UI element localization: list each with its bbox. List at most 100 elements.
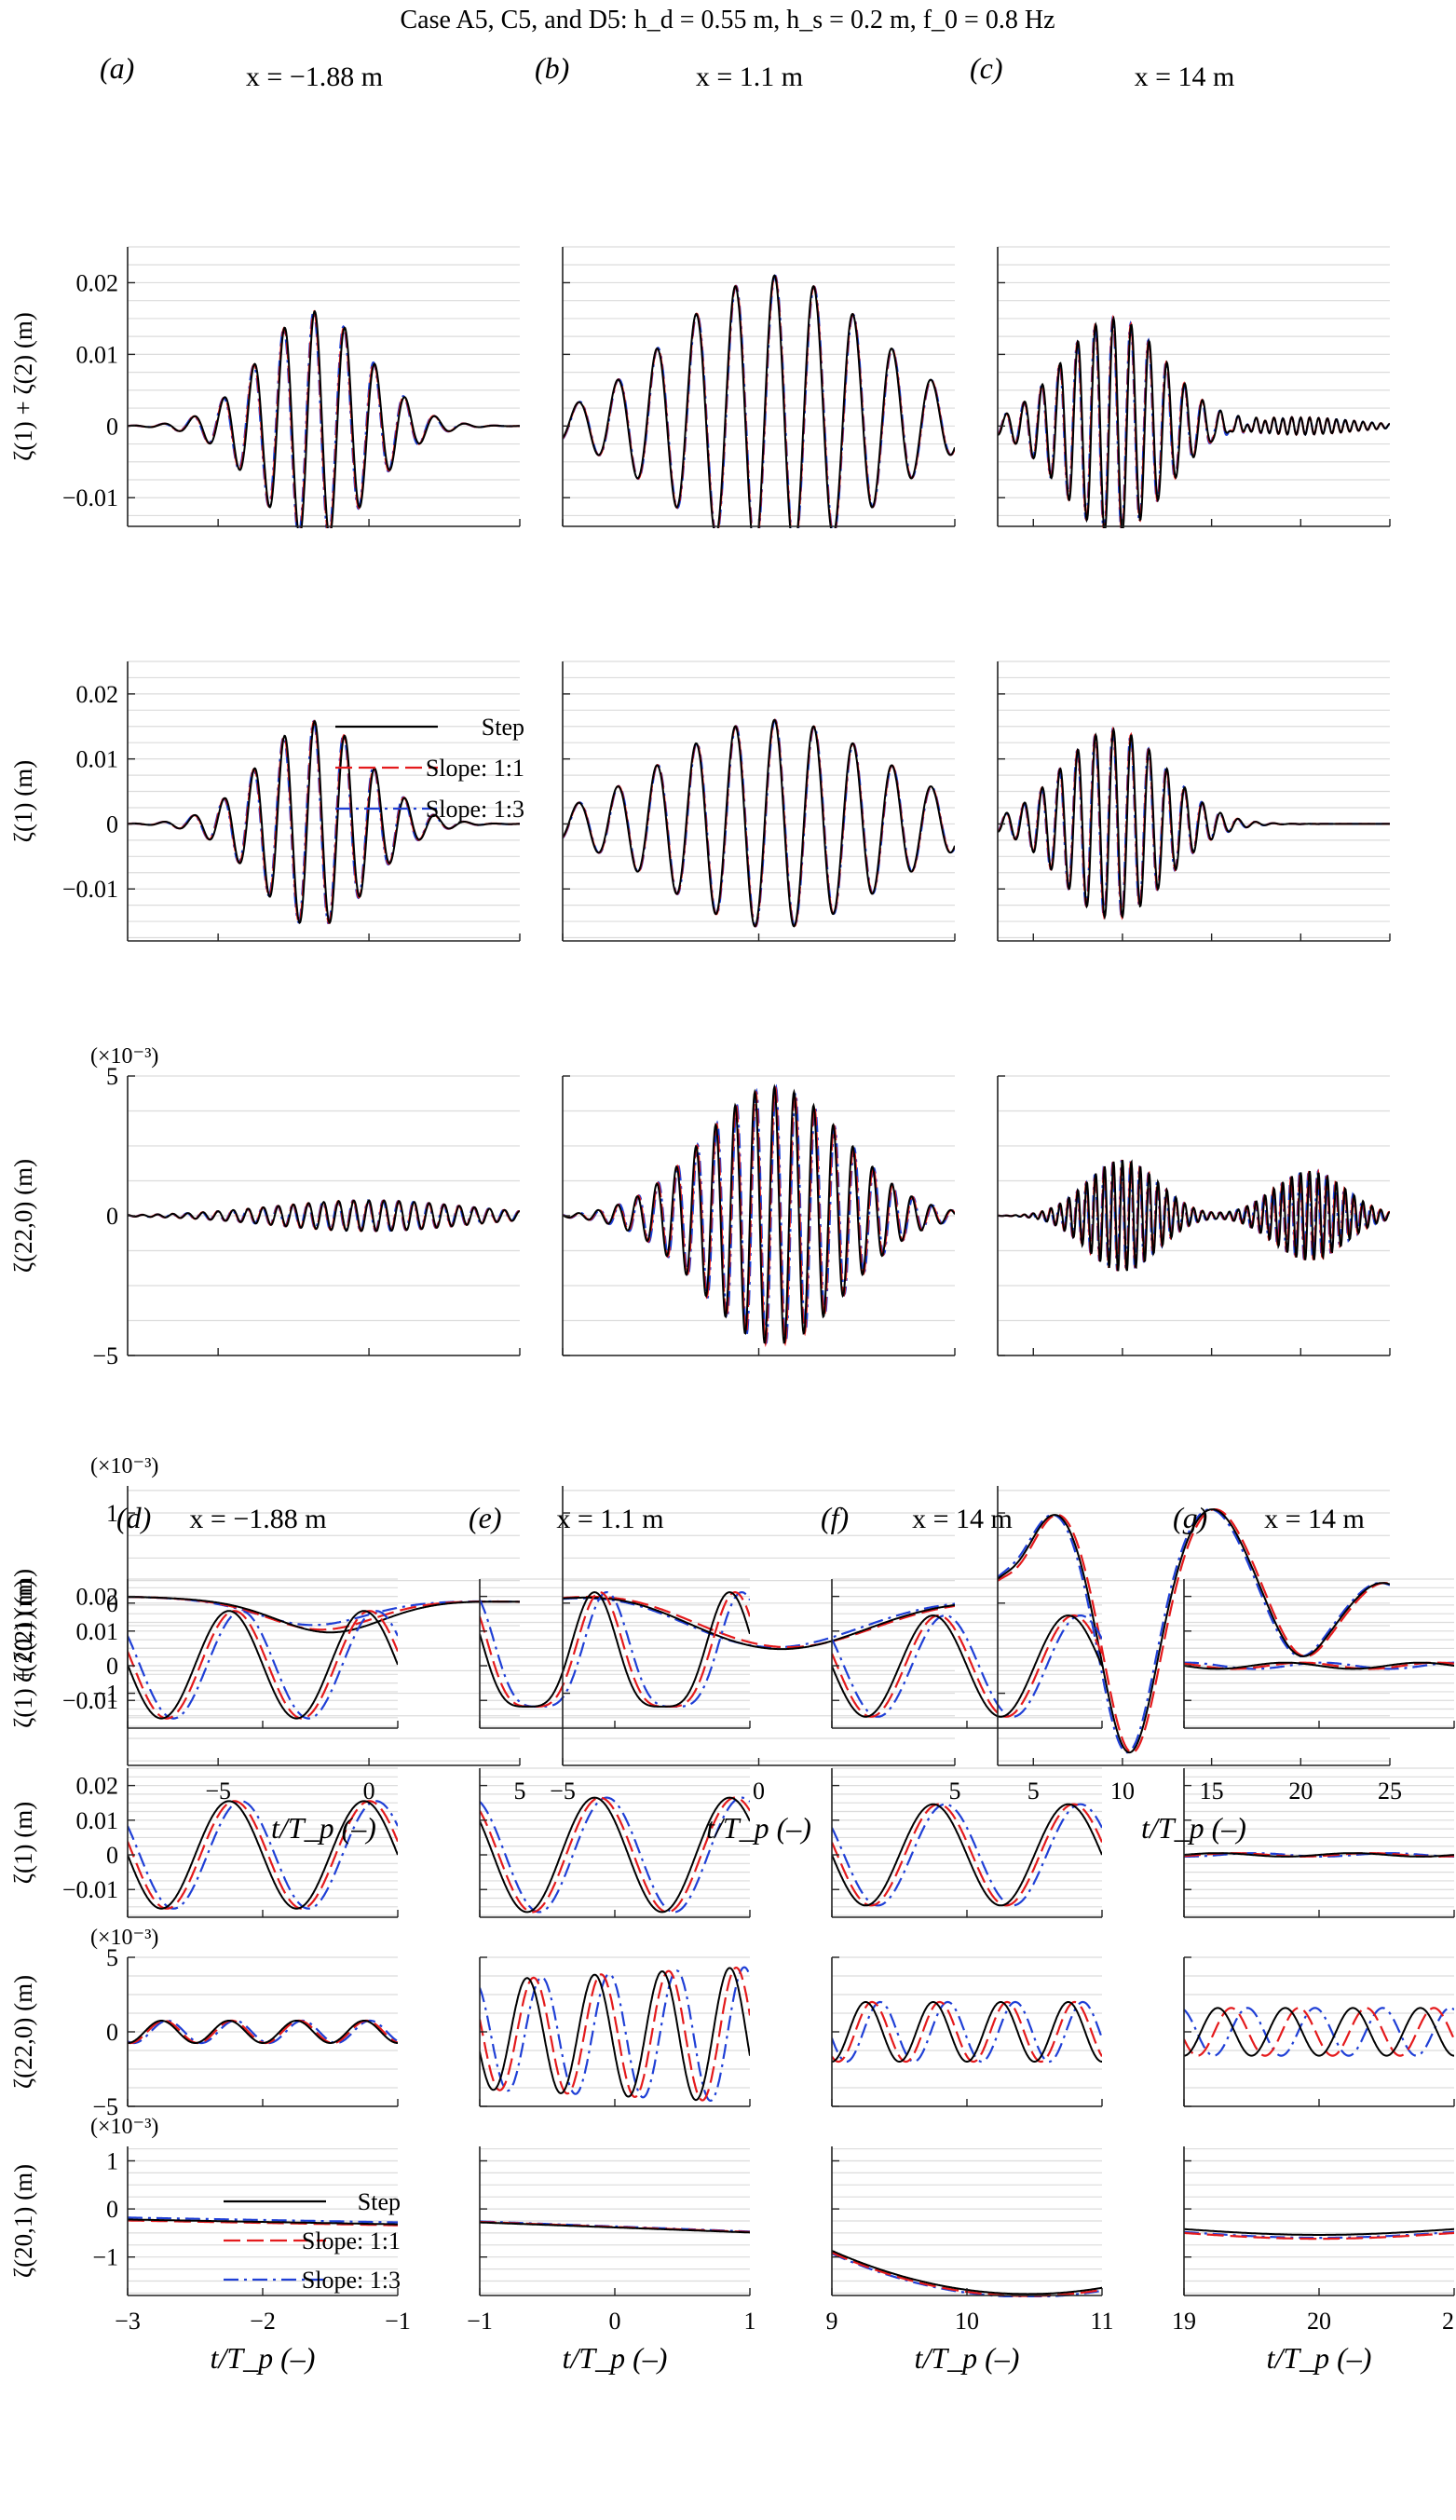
series-line-slope-1-3: [1184, 1661, 1454, 1670]
panel-position-label: x = 14 m: [912, 1504, 1013, 1534]
y-tick-label: 0: [106, 1653, 118, 1680]
series-line-step: [480, 1796, 750, 1914]
row-1-y-label: ζ(1) + ζ(2) (m): [9, 1579, 37, 1728]
y-tick-label: 0.01: [76, 746, 119, 773]
y-tick-label: −0.01: [62, 1876, 118, 1903]
panel-letter: (d): [116, 1501, 151, 1534]
x-tick-label: 25: [1378, 1778, 1402, 1805]
panel-position-label: x = 14 m: [1264, 1504, 1365, 1534]
y-tick-label: 0: [106, 2196, 118, 2223]
x-tick-label: 10: [955, 2308, 979, 2335]
legend-entry-label: Slope: 1:3: [302, 2267, 401, 2294]
panel-position-label: x = 14 m: [1135, 61, 1235, 92]
x-tick-label: 5: [514, 1778, 526, 1805]
series-line-step: [832, 2001, 1102, 2063]
y-tick-label: −5: [92, 1342, 118, 1369]
series-line-step: [832, 1614, 1102, 1718]
series-line-slope-1-1: [832, 1614, 1102, 1718]
series-line-slope-1-3: [128, 1199, 520, 1233]
series-line-step: [1184, 1661, 1454, 1670]
x-tick-label: −3: [115, 2308, 141, 2335]
y-tick-label: 0: [106, 810, 118, 838]
x-tick-label: −5: [205, 1778, 231, 1805]
series-line-slope-1-1: [1184, 2231, 1454, 2241]
series-line-slope-1-3: [480, 1796, 750, 1914]
y-tick-label: −0.01: [62, 1687, 118, 1714]
series-line-step: [480, 2221, 750, 2234]
row-3-y-label: ζ(22,0) (m): [9, 1975, 37, 2089]
series-line-slope-1-3: [1184, 2007, 1454, 2057]
y-tick-label: 0.02: [76, 1584, 119, 1611]
series-line-slope-1-3: [998, 1159, 1390, 1272]
series-line-step: [998, 1159, 1390, 1272]
x-axis-label: t/T_p (–): [563, 2341, 668, 2375]
x-tick-label: 1: [744, 2308, 756, 2335]
multiplier-label: (×10⁻³): [90, 1454, 158, 1478]
multiplier-label: (×10⁻³): [90, 1926, 158, 1950]
series-line-step: [1184, 1852, 1454, 1858]
series-line-slope-1-1: [480, 1967, 750, 2102]
multiplier-label: (×10⁻³): [90, 2115, 158, 2139]
series-line-slope-1-1: [563, 1595, 955, 1649]
y-tick-label: 0: [106, 2019, 118, 2046]
y-tick-label: 0.01: [76, 341, 119, 368]
y-tick-label: 0.02: [76, 1773, 119, 1800]
series-line-step: [128, 2218, 398, 2226]
x-tick-label: 5: [949, 1778, 961, 1805]
panel-letter: (e): [469, 1501, 502, 1534]
series-line-slope-1-3: [832, 1803, 1102, 1907]
series-line-step: [563, 1083, 955, 1344]
series-line-slope-1-3: [563, 274, 955, 528]
series-line-step: [128, 1596, 520, 1634]
series-line-slope-1-3: [128, 1610, 398, 1720]
y-tick-label: 1: [106, 2147, 118, 2174]
legend-entry-label: Step: [482, 714, 524, 741]
series-line-slope-1-3: [128, 1800, 398, 1910]
x-tick-label: 20: [1288, 1778, 1313, 1805]
y-tick-label: 0: [106, 1203, 118, 1230]
row-1-y-label: ζ(1) + ζ(2) (m): [9, 312, 37, 461]
y-tick-label: −5: [92, 2093, 118, 2120]
row-2-y-label: ζ(1) (m): [9, 1802, 37, 1884]
series-line-step: [998, 315, 1390, 528]
series-line-step: [832, 1803, 1102, 1907]
series-line-step: [998, 727, 1390, 920]
x-tick-label: 11: [1090, 2308, 1113, 2335]
x-tick-label: 9: [826, 2308, 838, 2335]
series-line-step: [128, 1610, 398, 1720]
series-line-slope-1-1: [480, 1591, 750, 1708]
series-line-slope-1-3: [480, 1590, 750, 1708]
legend-entry-label: Slope: 1:3: [426, 796, 524, 823]
y-tick-label: 0: [106, 413, 118, 440]
panel-letter: (b): [535, 51, 569, 85]
panel-letter: (f): [821, 1501, 849, 1534]
x-axis-label: t/T_p (–): [1267, 2341, 1372, 2375]
x-tick-label: 0: [363, 1778, 375, 1805]
panel-letter: (c): [970, 51, 1003, 85]
series-line-step: [1184, 2227, 1454, 2236]
x-axis-label: t/T_p (–): [1141, 1811, 1246, 1845]
x-axis-label: t/T_p (–): [271, 1811, 376, 1845]
series-line-slope-1-1: [998, 1508, 1390, 1754]
y-tick-label: 0: [106, 1842, 118, 1869]
series-line-slope-1-1: [1184, 2007, 1454, 2057]
legend-entry-label: Slope: 1:1: [302, 2227, 401, 2254]
x-tick-label: 19: [1172, 2308, 1196, 2335]
row-2-y-label: ζ(1) (m): [9, 760, 37, 842]
x-tick-label: 15: [1200, 1778, 1224, 1805]
series-line-step: [128, 2020, 398, 2044]
y-tick-label: 0: [106, 1590, 118, 1617]
x-tick-label: 21: [1442, 2308, 1456, 2335]
x-tick-label: 0: [753, 1778, 765, 1805]
series-line-slope-1-3: [480, 1966, 750, 2102]
y-tick-label: 0.01: [76, 1618, 119, 1645]
series-line-step: [563, 1596, 955, 1651]
series-line-slope-1-1: [128, 1610, 398, 1720]
x-tick-label: −1: [467, 2308, 493, 2335]
y-tick-label: −1: [92, 1681, 118, 1708]
series-line-step: [480, 1967, 750, 2102]
y-tick-label: −0.01: [62, 484, 118, 511]
series-line-slope-1-1: [832, 1803, 1102, 1907]
series-line-step: [128, 719, 520, 924]
